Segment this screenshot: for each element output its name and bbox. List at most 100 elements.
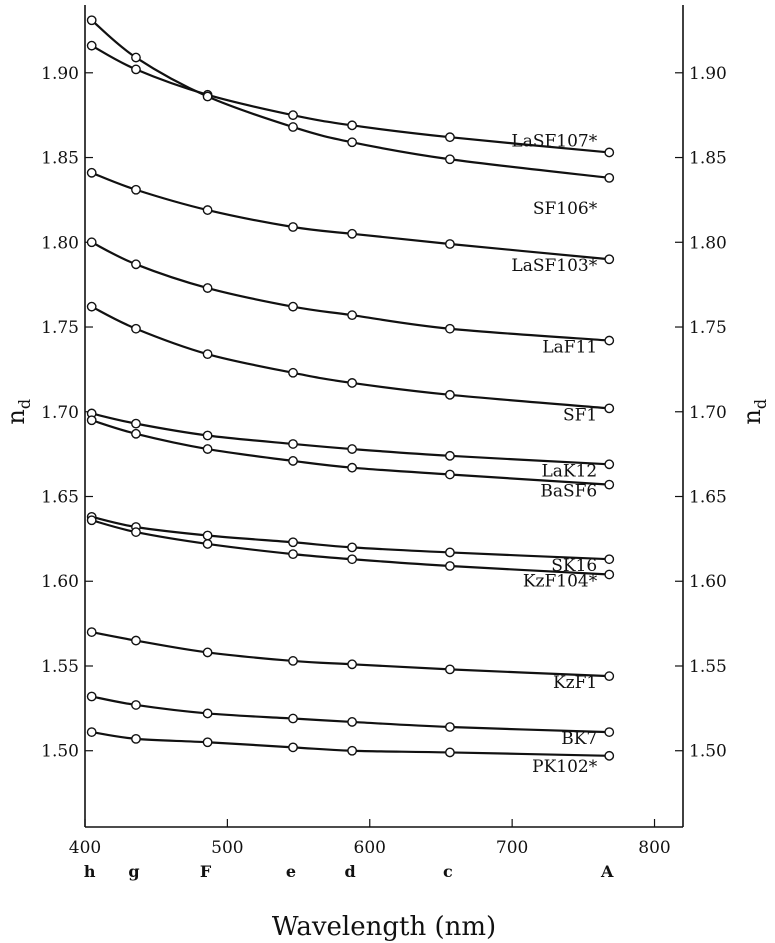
data-point bbox=[445, 450, 455, 461]
y-axis-title-sub: d bbox=[15, 399, 34, 409]
series-label: LaK12 bbox=[541, 461, 597, 481]
y-tick-label-right: 1.80 bbox=[689, 233, 727, 253]
y-tick-label-left: 1.65 bbox=[41, 488, 79, 508]
series-label: BK7 bbox=[561, 729, 597, 749]
data-point bbox=[604, 569, 615, 580]
data-point bbox=[445, 561, 455, 571]
data-point bbox=[288, 110, 298, 121]
data-point bbox=[86, 691, 97, 702]
data-point bbox=[604, 172, 615, 183]
data-point bbox=[86, 627, 97, 637]
data-point bbox=[288, 367, 298, 378]
spectral-line-label: c bbox=[443, 862, 453, 881]
x-tick-label: 500 bbox=[211, 838, 243, 858]
series-line bbox=[91, 171, 610, 261]
series-label: LaSF107* bbox=[511, 131, 597, 151]
y-axis-title-main: n bbox=[2, 409, 30, 424]
data-point bbox=[347, 462, 358, 473]
y-tick-label-left: 1.60 bbox=[41, 572, 79, 592]
y-tick-label-right: 1.50 bbox=[689, 742, 727, 762]
data-point bbox=[604, 479, 615, 490]
x-axis-title: Wavelength (nm) bbox=[272, 912, 496, 942]
data-point bbox=[86, 40, 97, 51]
x-tick-label: 600 bbox=[354, 838, 386, 858]
data-point bbox=[131, 527, 141, 537]
data-point bbox=[288, 656, 298, 666]
data-point bbox=[202, 205, 213, 215]
y-tick-label-right: 1.60 bbox=[689, 572, 727, 592]
data-point bbox=[202, 737, 213, 748]
spectral-line-label: F bbox=[200, 862, 212, 881]
data-point bbox=[202, 349, 213, 360]
data-point bbox=[86, 301, 97, 312]
x-tick-label: 800 bbox=[638, 838, 670, 858]
spectral-line-label: e bbox=[286, 862, 296, 881]
y-axis-title-right: nd bbox=[738, 399, 770, 425]
y-tick-label-right: 1.85 bbox=[689, 149, 727, 169]
data-point bbox=[131, 52, 141, 63]
data-point bbox=[86, 237, 97, 248]
data-point bbox=[131, 635, 141, 646]
series-label: LaF11 bbox=[542, 338, 597, 358]
data-point bbox=[288, 301, 298, 312]
data-point bbox=[131, 733, 141, 744]
series-label: SF1 bbox=[563, 405, 597, 425]
series-label: SK16 bbox=[551, 556, 597, 576]
y-axis-title-main: n bbox=[738, 409, 766, 424]
data-point bbox=[288, 742, 298, 753]
y-tick-label-left: 1.70 bbox=[41, 403, 79, 423]
y-axis-title-sub: d bbox=[751, 399, 770, 409]
y-tick-label-right: 1.90 bbox=[689, 64, 727, 84]
spectral-line-label: h bbox=[84, 862, 96, 881]
spectral-line-label: A bbox=[600, 862, 614, 881]
data-point bbox=[604, 671, 615, 682]
data-point bbox=[445, 747, 455, 758]
series-label: SF106* bbox=[533, 199, 598, 219]
data-point bbox=[202, 530, 213, 541]
y-tick-label-left: 1.80 bbox=[41, 233, 79, 253]
x-tick-label: 400 bbox=[69, 838, 101, 858]
series-label: PK102* bbox=[532, 757, 598, 777]
data-point bbox=[604, 554, 615, 565]
data-point bbox=[347, 659, 358, 670]
data-point bbox=[445, 547, 455, 558]
data-point bbox=[202, 444, 213, 454]
series-label: BaSF6 bbox=[540, 482, 597, 502]
data-point bbox=[445, 323, 455, 334]
data-point bbox=[86, 515, 97, 526]
data-point bbox=[347, 228, 358, 239]
data-point bbox=[347, 745, 358, 756]
y-axis-title-left: nd bbox=[2, 399, 34, 425]
series-labels: LaSF107* SF106* LaSF103* LaF11 SF1 LaK12BaSF6… bbox=[511, 131, 597, 776]
data-point bbox=[202, 283, 213, 293]
data-point bbox=[288, 439, 298, 449]
series-group bbox=[86, 15, 615, 761]
y-tick-label-right: 1.70 bbox=[689, 403, 727, 423]
data-point bbox=[445, 722, 455, 732]
data-point bbox=[131, 259, 141, 270]
data-point bbox=[347, 310, 358, 321]
data-point bbox=[288, 713, 298, 724]
data-point bbox=[288, 537, 298, 548]
data-point bbox=[347, 378, 358, 388]
data-point bbox=[347, 120, 358, 131]
series-line bbox=[91, 305, 610, 410]
data-point bbox=[86, 415, 97, 426]
data-point bbox=[347, 137, 358, 148]
spectral-line-label: d bbox=[345, 862, 356, 881]
series-line bbox=[91, 631, 610, 678]
y-tick-label-left: 1.85 bbox=[41, 149, 79, 169]
y-tick-label-left: 1.50 bbox=[41, 742, 79, 762]
data-point bbox=[445, 239, 455, 249]
series-label: LaSF103* bbox=[511, 256, 597, 276]
data-point bbox=[445, 132, 455, 143]
data-point bbox=[202, 647, 213, 658]
data-point bbox=[131, 323, 141, 334]
y-tick-label-left: 1.90 bbox=[41, 64, 79, 84]
data-point bbox=[347, 444, 358, 454]
data-point bbox=[131, 428, 141, 439]
x-tick-label: 700 bbox=[496, 838, 528, 858]
axes: 1.50 1.50 1.55 1.55 1.60 1.60 1.65 1.65 1.70 1.70… bbox=[41, 5, 727, 881]
